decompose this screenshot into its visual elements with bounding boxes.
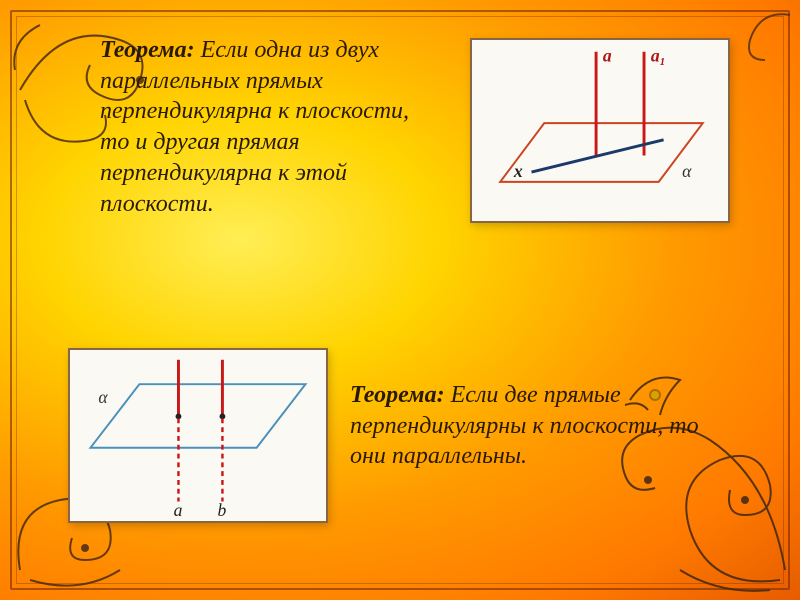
label-x: x xyxy=(513,161,523,181)
figure-1: a a₁ x α xyxy=(470,38,730,223)
theorem-2-title: Теорема: xyxy=(350,382,445,408)
label-alpha-1: α xyxy=(682,161,692,181)
label-b: b xyxy=(218,500,227,520)
label-a: a xyxy=(603,46,612,66)
slide-content: Теорема: Если одна из двух параллельных … xyxy=(0,0,800,600)
theorem-1-body: Если одна из двух параллельных прямых пе… xyxy=(100,37,409,217)
label-a1: a₁ xyxy=(651,46,666,66)
theorem-1: Теорема: Если одна из двух параллельных … xyxy=(100,35,430,219)
theorem-1-title: Теорема: xyxy=(100,37,195,63)
theorem-2: Теорема: Если две прямые перпендикулярны… xyxy=(350,380,710,472)
figure-2: α a b xyxy=(68,348,328,523)
label-a2: a xyxy=(174,500,183,520)
label-alpha-2: α xyxy=(98,387,108,407)
